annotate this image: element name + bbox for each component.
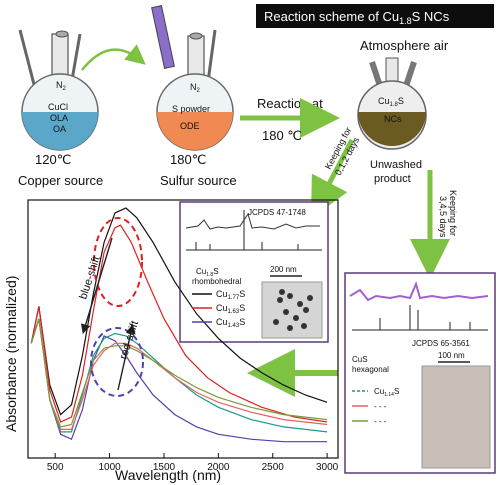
- flask2-gas: N2: [190, 82, 201, 94]
- blue-ellipse: [90, 327, 144, 397]
- flask2-line-2: ODE: [180, 121, 200, 131]
- x-tick-label: 2000: [207, 462, 230, 473]
- series-line-3: [30, 318, 328, 443]
- x-tick-label: 2500: [262, 462, 285, 473]
- inset2-legend-1: Cu1.14S: [374, 387, 399, 398]
- flask3-caption-2: product: [374, 173, 411, 185]
- nanocrystal-dot: [301, 323, 307, 329]
- flask1-caption: Copper source: [18, 173, 103, 188]
- series-line-6: [30, 318, 328, 428]
- series-line-1: [30, 207, 328, 416]
- x-tick-label: 3000: [316, 462, 339, 473]
- legend-label: Cu1.43S: [216, 317, 245, 329]
- nanocrystal-dot: [279, 289, 285, 295]
- nanocrystal-dot: [293, 315, 299, 321]
- red-shift-label: red-shift: [117, 319, 141, 361]
- syringe-icon: [151, 5, 175, 69]
- title-bar: [256, 4, 494, 28]
- flask1-gas: N2: [56, 80, 67, 92]
- inset1-scale: 200 nm: [270, 265, 297, 274]
- flask2-line-1: S powder: [172, 104, 210, 114]
- reaction-label-1: Reaction at: [257, 96, 323, 111]
- x-tick-label: 1000: [98, 462, 121, 473]
- inset-cus: JCPDS 65-3561 CuS hexagonal 100 nm Cu1.1…: [344, 272, 496, 474]
- blue-shift-arrow: [80, 237, 113, 335]
- flask3-label: Cu1.8S: [378, 96, 404, 108]
- nanocrystal-dot: [297, 301, 303, 307]
- inset2-phase: CuS: [352, 355, 368, 364]
- nanocrystal-dot: [283, 309, 289, 315]
- legend-label: Cu1.63S: [216, 303, 245, 315]
- series-line-5: [30, 318, 328, 430]
- arrow-keep-short: [311, 138, 355, 219]
- inset2-phase2: hexagonal: [352, 365, 389, 374]
- series-line-4: [30, 318, 328, 433]
- inset2-legend-2: - - -: [374, 402, 387, 411]
- flask2-caption: Sulfur source: [160, 173, 237, 188]
- flask3-caption-1: Unwashed: [370, 159, 422, 171]
- nanocrystal-dot: [273, 319, 279, 325]
- title-text: Reaction scheme of Cu1.8S NCs: [264, 9, 450, 26]
- legend-label: Cu1.77S: [216, 289, 245, 301]
- red-ellipse: [93, 217, 143, 307]
- x-tick-label: 500: [47, 462, 64, 473]
- nanocrystal-dot: [287, 325, 293, 331]
- red-shift-arrow: [117, 323, 136, 391]
- nanocrystal-dot: [307, 295, 313, 301]
- inset1-jcpds: JCPDS 47-1748: [248, 208, 306, 217]
- flask-sulfur-source: N2 S powder ODE: [151, 5, 234, 151]
- nanocrystal-dot: [277, 297, 283, 303]
- keep2-line1: Keeping for: [448, 190, 458, 236]
- flask2-temp: 180℃: [170, 152, 206, 167]
- inset2-jcpds: JCPDS 65-3561: [412, 339, 470, 348]
- inset2-tem-image: [421, 365, 491, 469]
- keep2-line2: 3,4,5 days: [438, 196, 448, 238]
- chart-ylabel: Absorbance (normalized): [3, 276, 19, 432]
- flask-copper-source: N2 CuCl OLA OA: [18, 29, 99, 151]
- flask3-top: Atmosphere air: [360, 38, 449, 53]
- flask-product: Cu1.8S NCs: [357, 57, 427, 150]
- flask1-line-2: OLA: [50, 113, 68, 123]
- x-tick-label: 1500: [153, 462, 176, 473]
- chart-frame: [27, 199, 339, 459]
- nanocrystal-dot: [303, 307, 309, 313]
- arrow-flask1-to-flask2: [81, 44, 146, 71]
- inset1-phase: Cu1.8S: [196, 267, 219, 278]
- inset2-legend-3: - - -: [374, 417, 387, 426]
- inset-cu18s: JCPDS 47-1748 Cu1.8S rhombohedral 200 nm: [179, 201, 329, 343]
- flask1-line-3: OA: [53, 124, 66, 134]
- series-line-2: [30, 224, 328, 423]
- inset2-scale: 100 nm: [438, 351, 465, 360]
- inset1-phase2: rhombohedral: [192, 277, 242, 286]
- flask1-line-1: CuCl: [48, 102, 68, 112]
- reaction-label-2: 180 ℃: [262, 128, 302, 143]
- nanocrystal-dot: [287, 293, 293, 299]
- flask1-temp: 120℃: [35, 152, 71, 167]
- flask3-label-2: NCs: [384, 114, 402, 124]
- chart-xlabel: Wavelength (nm): [115, 467, 221, 483]
